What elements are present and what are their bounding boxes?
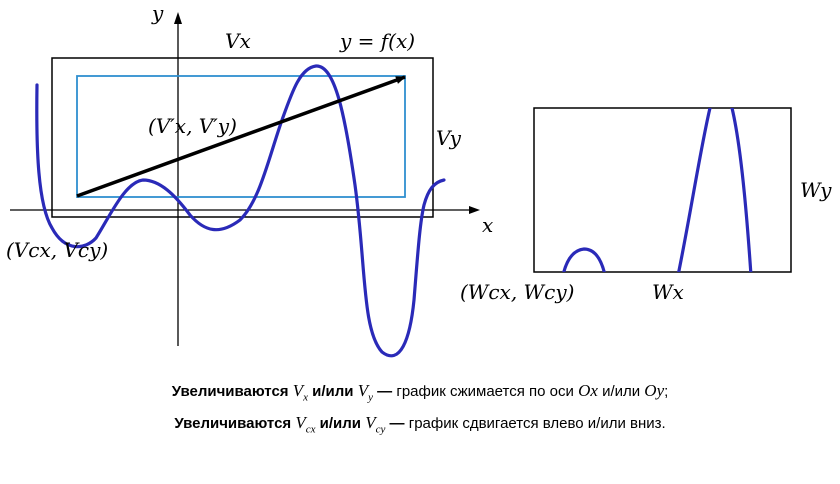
right-figure: Wy Wx (Wcx, Wcy) xyxy=(460,107,832,304)
x-axis-arrowhead xyxy=(469,206,480,214)
viewport-height-label: Vy xyxy=(436,126,462,150)
caption-1-end: ; xyxy=(664,383,669,400)
viewport-width-label: Vx xyxy=(225,29,251,53)
caption-2-var2: Vcy xyxy=(365,413,386,436)
function-curve xyxy=(35,64,446,358)
vector-arrow xyxy=(76,75,406,198)
caption-2-text1: график сдвигается влево и/или вниз. xyxy=(408,415,666,432)
caption-1-lead: Увеличиваются xyxy=(171,383,289,400)
window-corner-label: (Wcx, Wcy) xyxy=(460,280,574,304)
function-label: y = f(x) xyxy=(339,29,415,53)
left-figure: y x Vx y = f(x) Vy (V′x, V′y) (Vcx, Vcy) xyxy=(6,1,493,358)
window-curve-peak xyxy=(677,108,753,272)
caption-1-dash: — xyxy=(377,383,393,400)
window-width-label: Wx xyxy=(652,280,684,304)
vector-label: (V′x, V′y) xyxy=(148,114,237,138)
caption-1-var2: Vy xyxy=(357,381,373,404)
caption-2-var1: Vcx xyxy=(295,413,316,436)
caption-2-dash: — xyxy=(389,415,405,432)
caption-1-text2: и/или xyxy=(602,383,641,400)
caption-1-text1: график сжимается по оси xyxy=(396,383,574,400)
y-axis-label: y xyxy=(151,1,164,25)
caption-1-conj: и/или xyxy=(312,383,354,400)
window-frame xyxy=(533,107,792,273)
caption-line-1: Увеличиваются Vx и/или Vy — график сжима… xyxy=(0,381,840,403)
window-curve-bump xyxy=(562,247,606,272)
viewport-corner-label: (Vcx, Vcy) xyxy=(6,238,108,262)
caption-2-lead: Увеличиваются xyxy=(174,415,292,432)
caption-1-var1: Vx xyxy=(292,381,308,404)
caption-line-2: Увеличиваются Vcx и/или Vcy — график сдв… xyxy=(0,413,840,435)
y-axis-arrowhead xyxy=(174,12,182,24)
caption-2-conj: и/или xyxy=(319,415,362,432)
x-axis-label: x xyxy=(482,213,493,237)
caption-1-axis1: Ox xyxy=(578,381,598,400)
window-height-label: Wy xyxy=(800,178,832,202)
caption-1-axis2: Oy xyxy=(644,381,665,400)
inner-rect xyxy=(76,75,406,198)
